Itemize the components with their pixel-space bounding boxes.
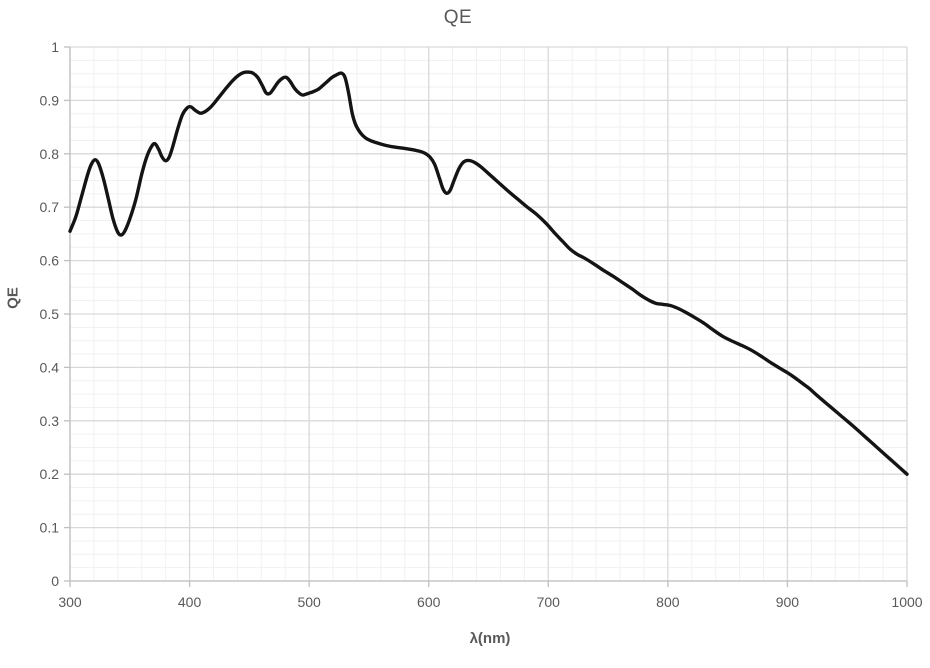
y-tick-label: 0.5 — [40, 306, 60, 322]
y-axis-title: QE — [4, 287, 22, 309]
x-tick-label: 800 — [656, 594, 680, 610]
y-tick-label: 0.9 — [40, 92, 60, 108]
y-tick-label: 0.8 — [40, 146, 60, 162]
series — [68, 70, 909, 476]
x-tick-label: 500 — [297, 594, 321, 610]
y-tick-label: 0.1 — [40, 520, 60, 536]
y-tick-label: 0 — [51, 573, 59, 589]
qe-series-line — [68, 70, 909, 476]
x-tick-labels: 300 400 500 600 700 800 900 1000 — [58, 594, 922, 610]
x-tick-label: 600 — [417, 594, 441, 610]
y-tick-label: 0.6 — [40, 253, 60, 269]
tick-marks — [64, 46, 908, 587]
x-tick-label: 1000 — [891, 594, 922, 610]
y-tick-label: 0.3 — [40, 413, 60, 429]
chart-title: QE — [443, 7, 473, 28]
y-tick-labels: 0 0.1 0.2 0.3 0.4 0.5 0.6 0.7 0.8 0.9 1 — [40, 39, 60, 589]
y-tick-label: 0.7 — [40, 199, 60, 215]
x-axis-title: λ(nm) — [469, 630, 511, 647]
x-tick-label: 700 — [537, 594, 561, 610]
x-tick-label: 900 — [776, 594, 800, 610]
y-tick-label: 0.2 — [40, 466, 60, 482]
y-tick-label: 1 — [51, 39, 59, 55]
y-tick-label: 0.4 — [40, 359, 60, 375]
x-tick-label: 400 — [178, 594, 202, 610]
x-tick-label: 300 — [58, 594, 82, 610]
major-gridlines — [69, 46, 908, 582]
